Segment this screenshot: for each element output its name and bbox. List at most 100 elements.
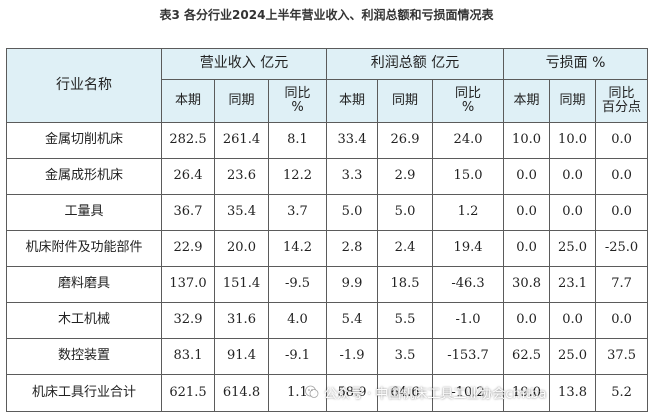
group-header-profit: 利润总额 亿元 xyxy=(326,48,505,80)
value-cell-revenue-previous: 23.6 xyxy=(214,158,269,195)
value-cell-revenue-yoy: 12.2 xyxy=(267,158,328,195)
table-row: 数控装置 83.1 91.4 -9.1 -1.9 3.5 -153.7 62.5 25.0 37.… xyxy=(6,338,649,375)
group-header-loss-ratio: 亏损面 % xyxy=(503,48,649,80)
value-cell-loss-previous: 0.0 xyxy=(549,158,597,195)
industry-table: 行业名称 营业收入 亿元 利润总额 亿元 亏损面 % 本期 同期 同比 % 本期 同期同… xyxy=(6,48,649,412)
value-cell-profit-current: 5.0 xyxy=(326,194,379,231)
value-cell-profit-previous: 5.0 xyxy=(377,194,434,231)
value-cell-loss-current: 62.5 xyxy=(503,338,551,375)
column-header-loss-yoy: 同比 百分点 xyxy=(595,79,649,123)
value-cell-profit-yoy: -1.0 xyxy=(432,302,505,339)
value-cell-profit-current: 5.4 xyxy=(326,302,379,339)
value-cell-revenue-previous: 20.0 xyxy=(214,230,269,267)
value-cell-profit-yoy: 15.0 xyxy=(432,158,505,195)
value-cell-loss-previous: 13.8 xyxy=(549,374,597,412)
value-cell-loss-yoy: 37.5 xyxy=(595,338,649,375)
value-cell-loss-yoy: 0.0 xyxy=(595,194,649,231)
table-row: 木工机械 32.9 31.6 4.0 5.4 5.5 -1.0 0.0 0.0 0.0 xyxy=(6,302,649,339)
value-cell-revenue-previous: 31.6 xyxy=(214,302,269,339)
value-cell-profit-previous: 5.5 xyxy=(377,302,434,339)
value-cell-revenue-current: 282.5 xyxy=(161,122,215,159)
value-cell-profit-previous: 3.5 xyxy=(377,338,434,375)
value-cell-revenue-previous: 614.8 xyxy=(214,374,269,412)
value-cell-profit-previous: 2.4 xyxy=(377,230,434,267)
column-header-loss-current: 本期 xyxy=(503,79,551,123)
value-cell-loss-previous: 23.1 xyxy=(549,266,597,303)
value-cell-profit-current: 33.4 xyxy=(326,122,379,159)
industry-name-cell: 数控装置 xyxy=(6,338,162,375)
value-cell-revenue-previous: 35.4 xyxy=(214,194,269,231)
industry-name-cell: 机床工具行业合计 xyxy=(6,374,162,412)
value-cell-loss-yoy: 0.0 xyxy=(595,302,649,339)
value-cell-loss-current: 0.0 xyxy=(503,158,551,195)
column-header-profit-current: 本期 xyxy=(326,79,379,123)
value-cell-profit-current: 3.3 xyxy=(326,158,379,195)
value-cell-revenue-yoy: -9.5 xyxy=(267,266,328,303)
value-cell-revenue-current: 621.5 xyxy=(161,374,215,412)
table-row: 金属切削机床 282.5 261.4 8.1 33.4 26.9 24.0 10.0 10.0 0… xyxy=(6,122,649,159)
value-cell-loss-current: 0.0 xyxy=(503,194,551,231)
value-cell-profit-current: 2.8 xyxy=(326,230,379,267)
value-cell-loss-previous: 10.0 xyxy=(549,122,597,159)
industry-name-cell: 机床附件及功能部件 xyxy=(6,230,162,267)
industry-name-cell: 金属切削机床 xyxy=(6,122,162,159)
value-cell-revenue-current: 32.9 xyxy=(161,302,215,339)
column-header-loss-previous: 同期 xyxy=(549,79,597,123)
table-row: 磨料磨具 137.0 151.4 -9.5 9.9 18.5 -46.3 30.8 23.1 7.… xyxy=(6,266,649,303)
value-cell-loss-previous: 0.0 xyxy=(549,302,597,339)
table-row: 机床工具行业合计 621.5 614.8 1.1 58.9 64.6 -10.2 19.0 13… xyxy=(6,374,649,412)
industry-name-cell: 金属成形机床 xyxy=(6,158,162,195)
value-cell-loss-yoy: 7.7 xyxy=(595,266,649,303)
value-cell-loss-previous: 0.0 xyxy=(549,194,597,231)
industry-name-cell: 工量具 xyxy=(6,194,162,231)
value-cell-loss-yoy: 0.0 xyxy=(595,122,649,159)
column-header-revenue-yoy: 同比 % xyxy=(267,79,328,123)
value-cell-profit-yoy: 19.4 xyxy=(432,230,505,267)
value-cell-profit-yoy: 1.2 xyxy=(432,194,505,231)
value-cell-loss-previous: 25.0 xyxy=(549,230,597,267)
value-cell-loss-yoy: 0.0 xyxy=(595,158,649,195)
column-header-revenue-current: 本期 xyxy=(161,79,215,123)
value-cell-revenue-previous: 261.4 xyxy=(214,122,269,159)
value-cell-loss-current: 10.0 xyxy=(503,122,551,159)
value-cell-loss-current: 30.8 xyxy=(503,266,551,303)
value-cell-revenue-yoy: 8.1 xyxy=(267,122,328,159)
value-cell-profit-previous: 2.9 xyxy=(377,158,434,195)
group-header-revenue: 营业收入 亿元 xyxy=(160,48,328,80)
value-cell-revenue-current: 36.7 xyxy=(161,194,215,231)
table-row: 工量具 36.7 35.4 3.7 5.0 5.0 1.2 0.0 0.0 0.0 xyxy=(6,194,649,231)
table-title: 表3 各分行业2024上半年营业收入、利润总额和亏损面情况表 xyxy=(159,8,494,22)
value-cell-profit-current: 9.9 xyxy=(326,266,379,303)
value-cell-revenue-current: 26.4 xyxy=(161,158,215,195)
value-cell-profit-current: 58.9 xyxy=(326,374,379,412)
value-cell-revenue-yoy: -9.1 xyxy=(267,338,328,375)
value-cell-loss-previous: 25.0 xyxy=(549,338,597,375)
value-cell-profit-yoy: -153.7 xyxy=(432,338,505,375)
column-header-industry: 行业名称 xyxy=(6,48,162,123)
value-cell-loss-yoy: 5.2 xyxy=(595,374,649,412)
industry-name-cell: 磨料磨具 xyxy=(6,266,162,303)
value-cell-loss-current: 0.0 xyxy=(503,302,551,339)
value-cell-loss-current: 19.0 xyxy=(503,374,551,412)
value-cell-loss-yoy: -25.0 xyxy=(595,230,649,267)
value-cell-profit-yoy: -46.3 xyxy=(432,266,505,303)
value-cell-profit-previous: 64.6 xyxy=(377,374,434,412)
value-cell-revenue-yoy: 14.2 xyxy=(267,230,328,267)
value-cell-profit-current: -1.9 xyxy=(326,338,379,375)
value-cell-profit-previous: 18.5 xyxy=(377,266,434,303)
value-cell-loss-current: 0.0 xyxy=(503,230,551,267)
value-cell-profit-yoy: 24.0 xyxy=(432,122,505,159)
value-cell-revenue-previous: 91.4 xyxy=(214,338,269,375)
table-row: 金属成形机床 26.4 23.6 12.2 3.3 2.9 15.0 0.0 0.0 0.0 xyxy=(6,158,649,195)
value-cell-revenue-current: 83.1 xyxy=(161,338,215,375)
value-cell-profit-previous: 26.9 xyxy=(377,122,434,159)
value-cell-profit-yoy: -10.2 xyxy=(432,374,505,412)
value-cell-revenue-yoy: 1.1 xyxy=(267,374,328,412)
column-header-revenue-previous: 同期 xyxy=(214,79,269,123)
column-header-profit-yoy: 同比 % xyxy=(432,79,505,123)
value-cell-revenue-current: 137.0 xyxy=(161,266,215,303)
value-cell-revenue-yoy: 4.0 xyxy=(267,302,328,339)
industry-name-cell: 木工机械 xyxy=(6,302,162,339)
column-header-profit-previous: 同期 xyxy=(377,79,434,123)
table-row: 机床附件及功能部件 22.9 20.0 14.2 2.8 2.4 19.4 0.0 25.0 -2… xyxy=(6,230,649,267)
